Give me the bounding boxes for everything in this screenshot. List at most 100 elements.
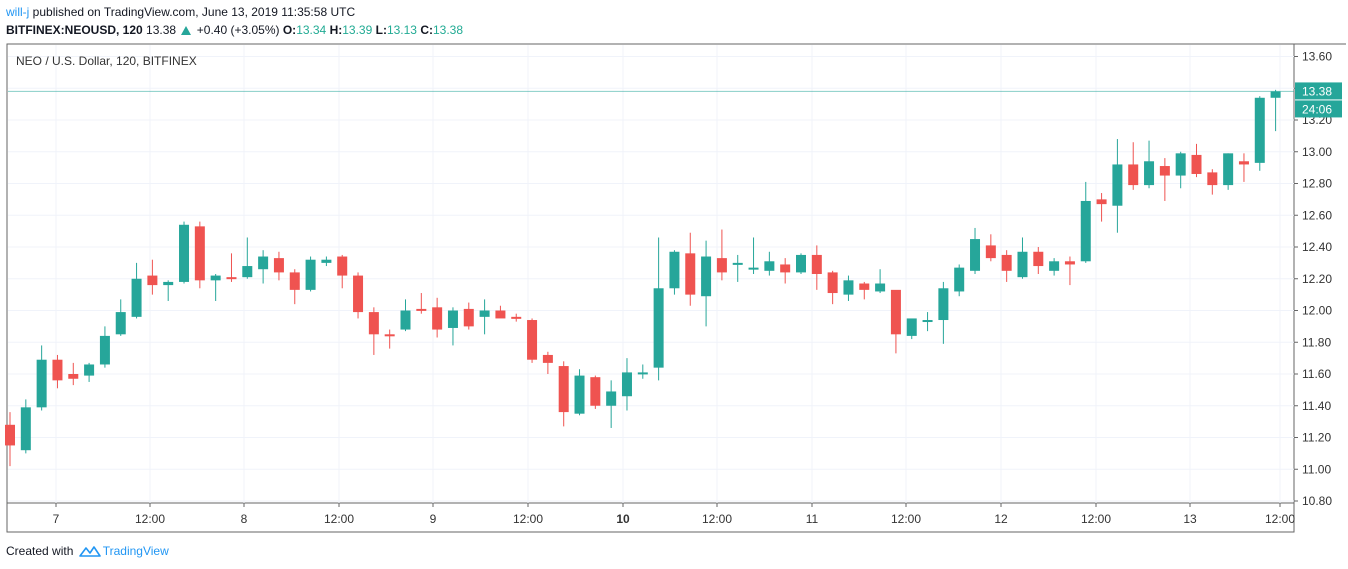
candle-body-up [843,280,854,295]
candle-body-down [416,308,427,311]
y-tick-label: 11.20 [1302,431,1331,445]
candle-body-down [226,277,237,280]
candle-body-up [796,254,806,273]
candle-body-down [780,264,791,273]
candle-body-up [131,278,142,317]
candle-body-up [1223,153,1234,186]
candle-body-up [574,375,585,414]
countdown-tag [1295,100,1342,118]
y-tick-label: 11.60 [1302,367,1331,381]
y-tick-label: 12.60 [1302,208,1332,222]
tradingview-logo-icon [78,546,101,557]
low-value: 13.13 [386,23,417,37]
candle-body-down [827,272,838,294]
candle-body-up [732,262,743,265]
candle-body-up [621,372,632,397]
symbol-info: BITFINEX:NEOUSD, 120 13.38 +0.40 (+3.05%… [6,23,463,37]
candle-body-up [20,407,31,451]
x-tick-label: 12:00 [513,512,543,526]
x-tick-label: 11 [806,512,819,526]
candle-body-up [1049,261,1060,271]
candle-body-down [463,308,474,327]
y-tick-label: 11.00 [1302,462,1331,476]
candle-body-down [68,374,79,379]
candle-body-up [748,267,759,270]
candle-body-up [906,318,917,336]
created-with-text: Created with [6,544,74,558]
x-tick-label: 8 [241,512,248,526]
symbol-name: BITFINEX:NEOUSD, 120 [6,23,143,37]
candle-body-down [716,258,727,273]
candle-body-up [1175,153,1186,176]
candle-body-down [527,320,538,360]
candle-body-up [669,251,680,289]
candle-body-down [859,283,870,290]
candle-body-up [1112,164,1123,206]
candle-body-up [447,310,458,328]
candle-body-down [194,226,205,281]
candle-body-down [1159,166,1170,176]
open-label: O: [282,23,297,37]
published-text: published on TradingView.com, June 13, 2… [32,5,356,19]
candle-body-down [1207,172,1218,186]
y-tick-label: 12.80 [1302,177,1332,191]
candle-body-down [5,424,15,446]
candle-body-down [542,354,553,363]
candle-body-down [495,310,506,319]
x-tick-label: 7 [53,512,60,526]
x-tick-label: 12 [994,512,1008,526]
last-price: 13.38 [146,23,177,37]
y-tick-label: 11.80 [1302,335,1331,349]
candle-body-up [36,359,47,408]
candle-body-up [115,312,126,335]
candle-body-down [384,334,395,337]
candle-body-down [558,366,569,413]
candle-body-down [52,359,63,381]
author-link[interactable]: will-j [6,5,30,19]
candle-body-up [163,281,174,286]
candle-body-down [511,316,522,319]
x-tick-label: 13 [1183,512,1197,526]
candle-body-up [1144,161,1155,186]
candle-body-down [1001,254,1012,271]
candle-body-up [875,283,886,292]
publish-info: will-j published on TradingView.com, Jun… [6,5,355,19]
tradingview-brand-link[interactable]: TradingView [102,544,169,558]
candle-body-up [606,391,617,406]
candle-body-up [1270,91,1281,98]
candle-body-up [400,310,411,330]
y-tick-label: 13.60 [1302,50,1332,64]
candle-body-down [985,245,996,259]
candle-body-down [273,258,284,273]
candle-body-up [84,364,95,376]
up-arrow-icon [181,26,192,35]
high-value: 13.39 [342,23,373,37]
x-tick-label: 10 [616,512,630,526]
chart-title: NEO / U.S. Dollar, 120, BITFINEX [16,54,197,68]
candle-body-up [242,266,253,278]
candle-body-up [922,320,933,323]
footer: Created with TradingView [6,544,169,558]
candle-body-down [811,254,822,274]
candle-body-down [1064,261,1075,265]
candle-body-up [970,239,981,271]
last-price-label: 13.38 [1302,84,1332,98]
candle-body-down [1191,154,1202,174]
y-tick-label: 13.00 [1302,145,1332,159]
candle-body-down [1096,199,1107,205]
candle-body-down [1033,251,1044,267]
x-tick-label: 9 [430,512,437,526]
y-tick-label: 12.20 [1302,272,1332,286]
candle-body-up [637,372,648,375]
y-tick-label: 11.40 [1302,399,1331,413]
candle-body-down [432,307,443,330]
candle-body-up [210,275,221,281]
candle-body-up [954,267,965,292]
candle-body-up [305,259,316,290]
y-tick-label: 10.80 [1302,494,1332,508]
open-value: 13.34 [296,23,327,37]
candle-body-up [479,310,490,317]
close-value: 13.38 [432,23,464,37]
candle-body-up [653,288,664,368]
